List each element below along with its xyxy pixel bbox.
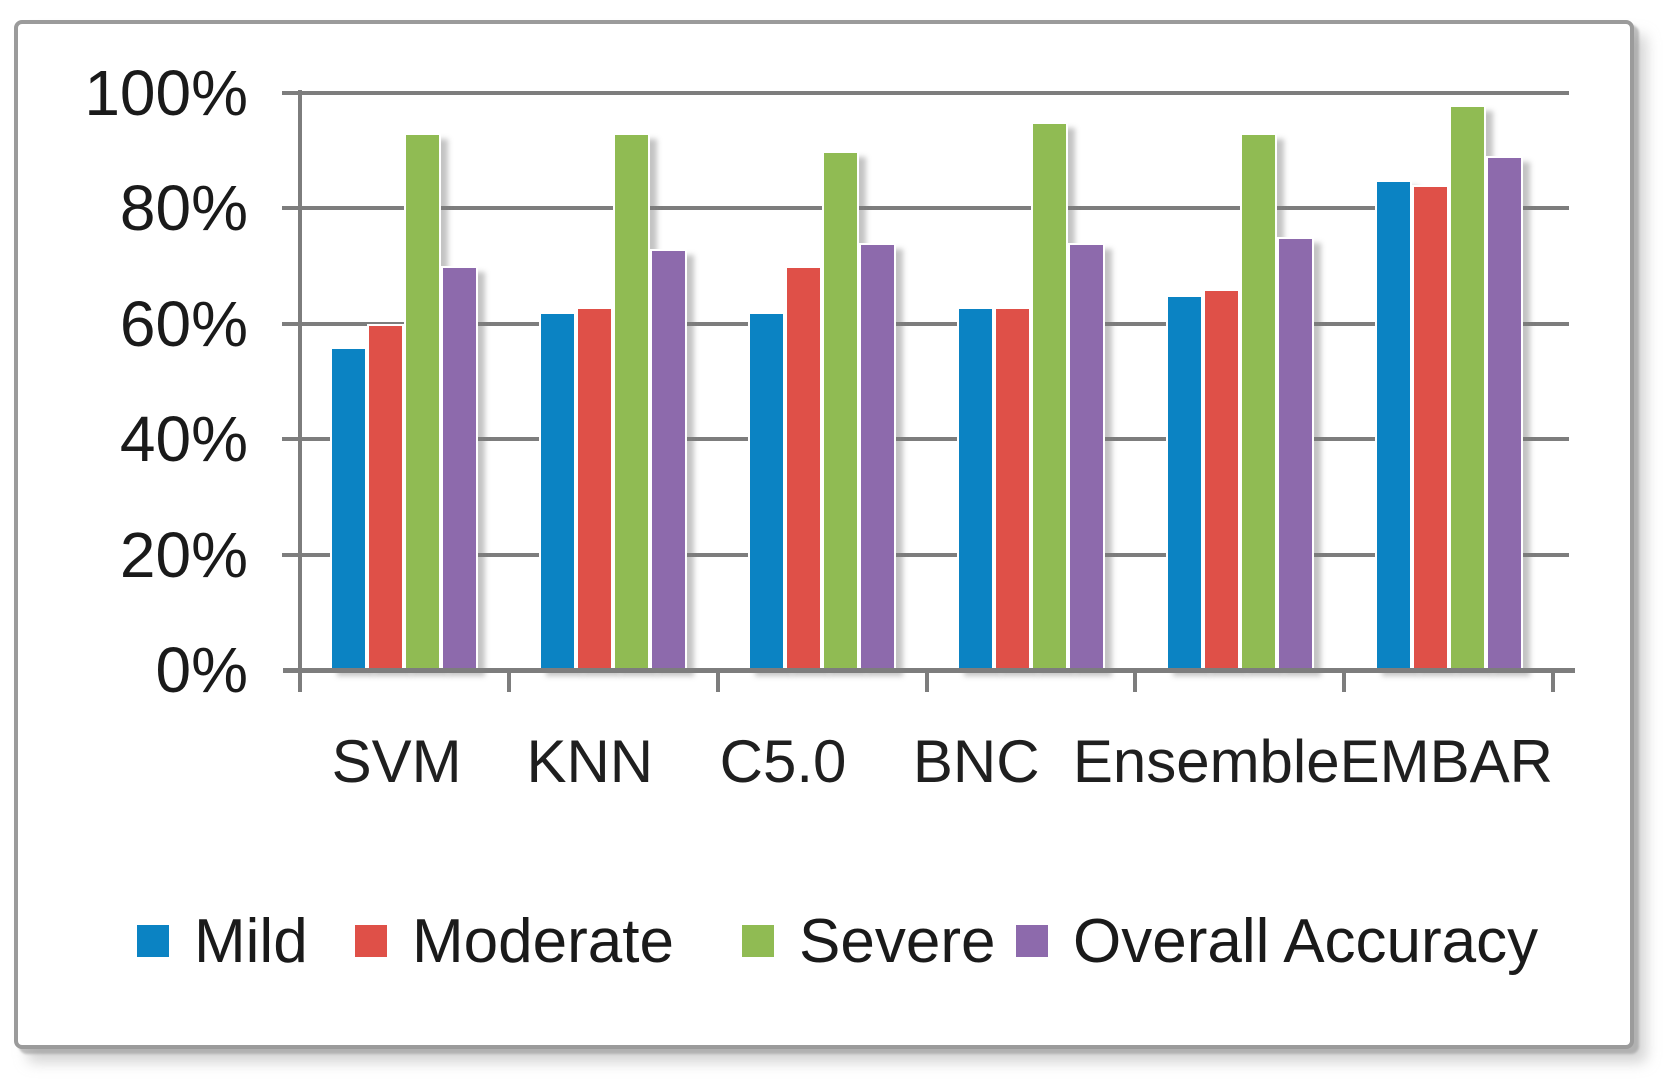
legend-item-moderate: Moderate <box>355 903 674 979</box>
x-axis-label-embar: EMBAR <box>1339 728 1553 795</box>
bar-severe-embar <box>1448 104 1486 670</box>
legend-swatch-overall-accuracy <box>1016 925 1048 957</box>
bar-overall-accuracy-bnc <box>1067 243 1105 670</box>
bar-mild-embar <box>1374 179 1412 670</box>
bar-mild-bnc <box>956 306 994 670</box>
legend-item-severe: Severe <box>742 903 995 979</box>
x-axis-tick <box>715 670 720 692</box>
bar-overall-accuracy-ensemble <box>1276 237 1314 670</box>
x-axis-label-knn: KNN <box>526 728 654 795</box>
bar-moderate-bnc <box>993 306 1031 670</box>
legend-label-moderate: Moderate <box>412 906 674 976</box>
bar-severe-bnc <box>1030 121 1068 670</box>
legend-item-mild: Mild <box>137 903 308 979</box>
x-axis-labels: SVM KNN C5.0 BNC Ensemble EMBAR <box>300 726 1553 798</box>
bar-group-knn <box>509 93 718 670</box>
legend-label-overall-accuracy: Overall Accuracy <box>1073 906 1539 976</box>
x-axis-label-bnc: BNC <box>912 728 1040 795</box>
x-axis-tick <box>924 670 929 692</box>
x-axis-tick <box>1342 670 1347 692</box>
y-tick-label-80: 80% <box>119 172 248 245</box>
bar-group-bnc <box>926 93 1135 670</box>
y-tick-label-100: 100% <box>84 57 248 129</box>
x-axis-line <box>283 668 1575 673</box>
bar-severe-knn <box>613 133 651 670</box>
gridline-60 <box>282 321 1569 326</box>
bar-overall-accuracy-c5-0 <box>859 243 897 670</box>
bar-severe-svm <box>404 133 442 670</box>
gridline-80 <box>282 206 1569 211</box>
x-axis-tick <box>506 670 511 692</box>
y-tick-label-60: 60% <box>119 287 248 360</box>
legend-label-severe: Severe <box>799 906 996 976</box>
y-tick-label-20: 20% <box>119 518 248 591</box>
y-tick-label-40: 40% <box>119 403 248 476</box>
x-axis-tick <box>1133 670 1138 692</box>
x-axis-tick <box>298 670 302 692</box>
bar-mild-ensemble <box>1165 294 1203 670</box>
legend-item-overall-accuracy: Overall Accuracy <box>1016 903 1538 979</box>
bar-moderate-svm <box>367 323 405 670</box>
y-tick-label-0: 0% <box>155 634 249 706</box>
gridline-40 <box>282 437 1569 442</box>
bar-group-c5-0 <box>718 93 927 670</box>
bar-mild-knn <box>539 312 577 670</box>
bar-moderate-c5-0 <box>785 266 823 670</box>
x-axis-label-ensemble: Ensemble <box>1072 728 1340 795</box>
legend-swatch-mild <box>137 925 169 957</box>
bar-overall-accuracy-svm <box>441 266 479 670</box>
y-axis-line <box>298 90 302 692</box>
bar-moderate-knn <box>576 306 614 670</box>
bar-mild-svm <box>330 346 368 670</box>
gridline-100 <box>282 91 1569 95</box>
x-axis-label-svm: SVM <box>331 728 462 795</box>
bar-severe-c5-0 <box>822 150 860 670</box>
x-axis-label-c5-0: C5.0 <box>719 728 847 795</box>
bar-overall-accuracy-knn <box>650 248 688 670</box>
bar-severe-ensemble <box>1239 133 1277 670</box>
legend-label-mild: Mild <box>194 906 308 976</box>
plot-area <box>300 93 1553 670</box>
bar-mild-c5-0 <box>748 312 786 670</box>
bar-moderate-ensemble <box>1202 289 1240 670</box>
legend-swatch-moderate <box>355 925 387 957</box>
bar-overall-accuracy-embar <box>1485 156 1523 670</box>
bar-group-svm <box>300 93 509 670</box>
bar-moderate-embar <box>1411 185 1449 670</box>
bar-group-embar <box>1344 93 1553 670</box>
gridline-20 <box>282 552 1569 557</box>
legend-swatch-severe <box>742 925 774 957</box>
bar-group-ensemble <box>1135 93 1344 670</box>
x-axis-tick <box>1551 670 1555 692</box>
